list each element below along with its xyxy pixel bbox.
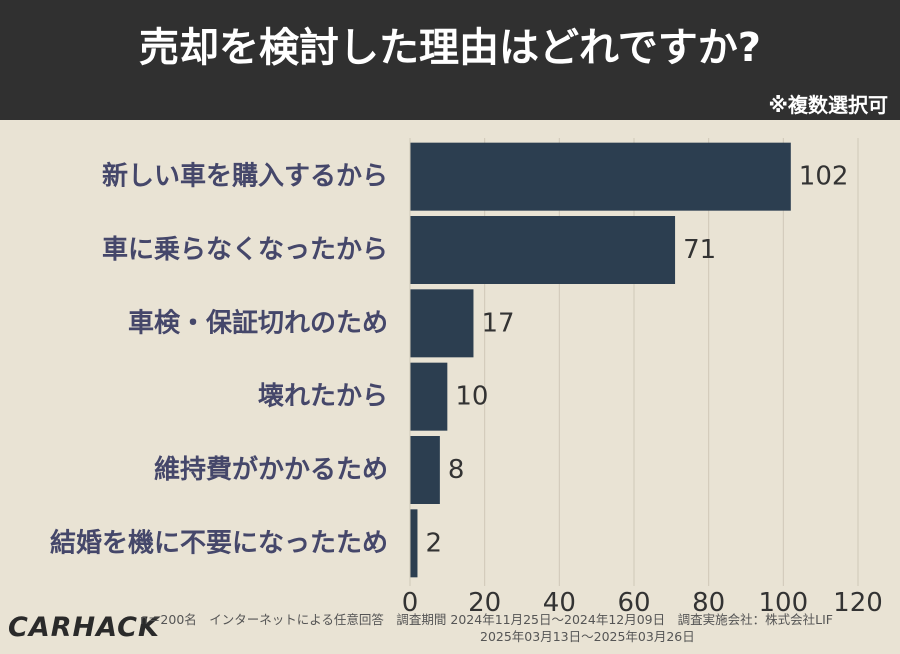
bar [410,216,676,284]
category-label: 車に乗らなくなったから [102,235,388,265]
data-label: 102 [799,162,849,192]
bar [410,509,418,578]
survey-info-line2: 2025年03月13日～2025年03月26日 [480,629,695,644]
category-label: 壊れたから [258,382,388,412]
carhack-logo: CARHACK [8,612,160,643]
bar [410,436,440,504]
tick-label: 60 [617,588,650,614]
tick-label: 20 [468,588,501,614]
category-label: 結婚を機に不要になったため [50,527,388,558]
data-label: 2 [425,528,442,558]
survey-info-line1: n＝200名 インターネットによる任意回答 調査期間 2024年11月25日～2… [140,612,833,627]
data-label: 17 [481,308,514,338]
multiple-choice-note: ※複数選択可 [768,93,888,117]
page-title: 売却を検討した理由はどれですか? [138,25,761,71]
tick-label: 80 [692,588,725,614]
category-label: 車検・保証切れのため [128,307,388,338]
survey-info: n＝200名 インターネットによる任意回答 調査期間 2024年11月25日～2… [140,611,890,645]
header-bar: 売却を検討した理由はどれですか? ※複数選択可 [0,0,900,120]
bar [410,362,448,431]
data-label: 10 [455,382,488,412]
category-label: 新しい車を購入するから [102,161,388,192]
bar [410,142,791,211]
data-label: 71 [683,235,716,265]
tick-label: 120 [833,588,883,614]
tick-label: 40 [543,588,576,614]
data-label: 8 [448,455,465,485]
tick-label: 100 [759,588,809,614]
tick-label: 0 [402,588,419,614]
bar [410,289,474,358]
category-label: 維持費がかかるため [154,454,388,485]
